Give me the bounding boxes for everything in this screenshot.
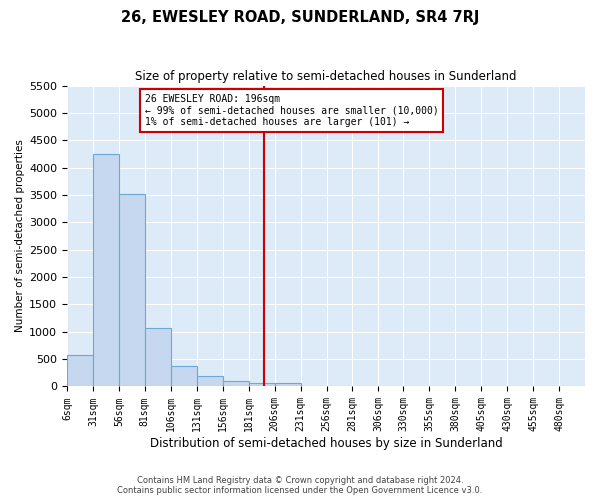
Bar: [93, 154, 119, 386]
Bar: [248, 382, 275, 386]
Bar: [67, 354, 93, 386]
Bar: [197, 376, 223, 386]
Title: Size of property relative to semi-detached houses in Sunderland: Size of property relative to semi-detach…: [135, 70, 517, 83]
Text: 26, EWESLEY ROAD, SUNDERLAND, SR4 7RJ: 26, EWESLEY ROAD, SUNDERLAND, SR4 7RJ: [121, 10, 479, 25]
X-axis label: Distribution of semi-detached houses by size in Sunderland: Distribution of semi-detached houses by …: [149, 437, 502, 450]
Text: 26 EWESLEY ROAD: 196sqm
← 99% of semi-detached houses are smaller (10,000)
1% of: 26 EWESLEY ROAD: 196sqm ← 99% of semi-de…: [145, 94, 439, 127]
Bar: [171, 366, 197, 386]
Bar: [223, 381, 248, 386]
Y-axis label: Number of semi-detached properties: Number of semi-detached properties: [15, 140, 25, 332]
Bar: [275, 382, 301, 386]
Bar: [145, 328, 171, 386]
Text: Contains HM Land Registry data © Crown copyright and database right 2024.
Contai: Contains HM Land Registry data © Crown c…: [118, 476, 482, 495]
Bar: [119, 194, 145, 386]
